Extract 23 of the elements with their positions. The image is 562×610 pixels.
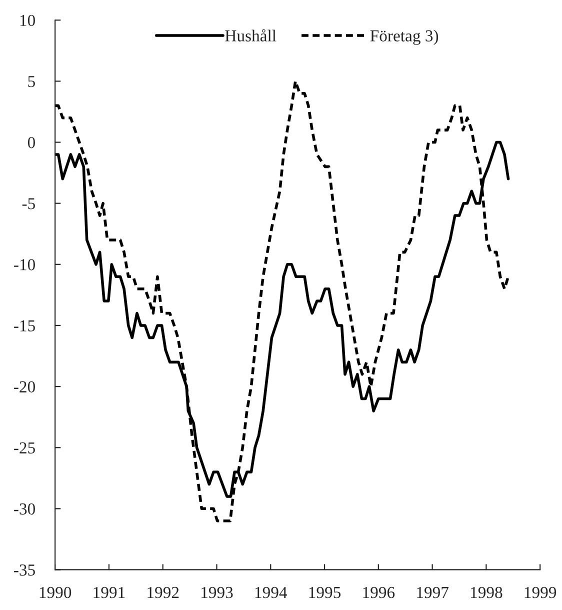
x-tick-label: 1991 [94, 586, 125, 598]
y-tick-label: 0 [28, 136, 35, 148]
y-tick-label: 10 [20, 14, 35, 26]
y-tick-label: -10 [14, 259, 35, 270]
x-tick-label: 1999 [524, 586, 556, 598]
x-tick-label: 1992 [148, 586, 179, 598]
x-tick-label: 1993 [202, 586, 233, 598]
x-tick-label: 1997 [417, 586, 448, 598]
y-tick-label: -30 [14, 503, 35, 515]
y-tick-label: -25 [14, 442, 35, 454]
legend-label: Företag 3) [370, 30, 438, 45]
y-tick-label: -5 [22, 198, 35, 210]
y-tick-label: -15 [14, 320, 35, 332]
x-tick-label: 1998 [470, 586, 502, 598]
legend-label: Hushåll [225, 29, 276, 42]
y-tick-label: -20 [14, 381, 35, 392]
x-tick-label: 1996 [363, 586, 395, 598]
y-tick-label: 5 [28, 76, 35, 88]
y-tick-label: -35 [14, 564, 35, 576]
x-tick-label: 1994 [255, 586, 288, 598]
x-tick-label: 1990 [40, 586, 72, 598]
line-series [55, 80, 510, 522]
x-tick-label: 1995 [309, 586, 341, 598]
